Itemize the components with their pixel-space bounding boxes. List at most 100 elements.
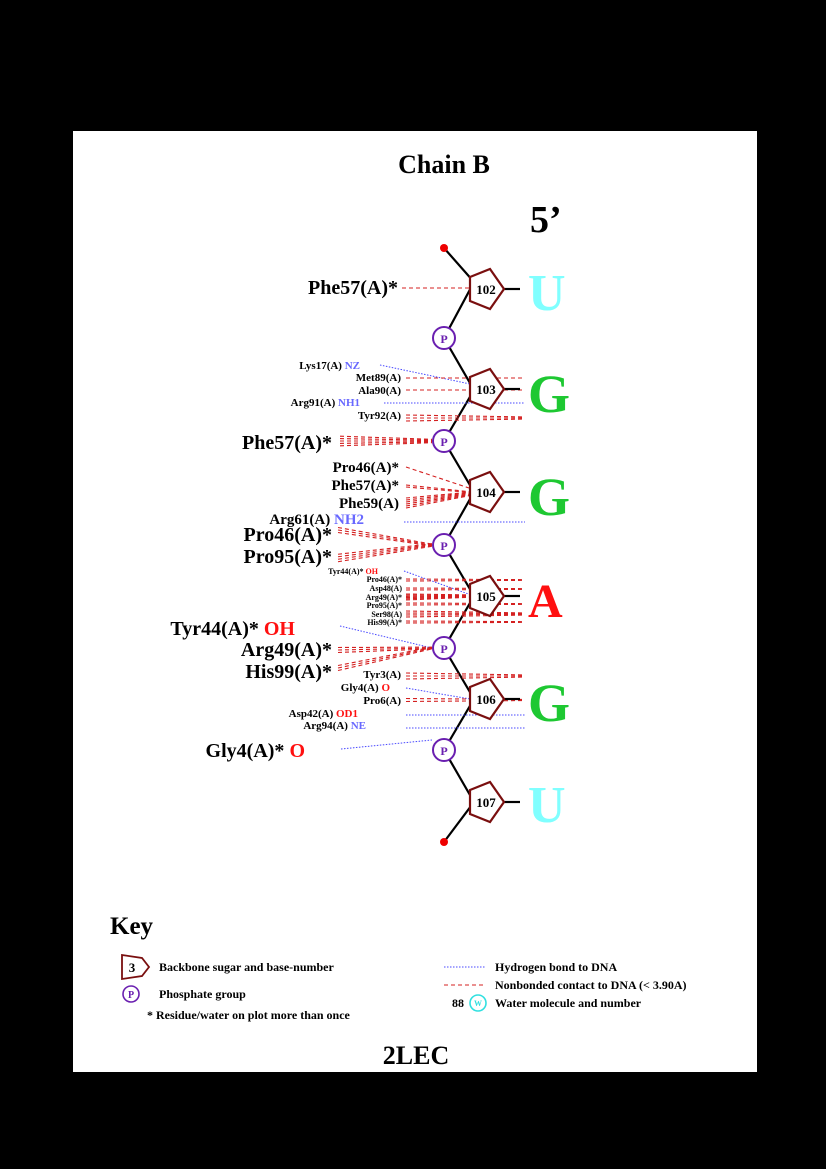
residue-name: Pro95(A)* xyxy=(244,546,333,568)
atom-name: NH2 xyxy=(330,512,364,528)
contact-line-nonbond xyxy=(337,526,433,547)
contact-line-hbond xyxy=(340,739,433,750)
residue-label: Phe57(A)* xyxy=(242,432,332,454)
five-prime-label: 5’ xyxy=(530,199,562,241)
atom-name: OH xyxy=(259,618,296,640)
sugar-pentagon xyxy=(468,780,506,824)
contact-line xyxy=(405,493,470,505)
contact-lines xyxy=(337,287,526,750)
residue-label: Gly4(A) O xyxy=(341,682,391,694)
three-prime-terminal-atom xyxy=(440,838,448,846)
contact-line xyxy=(337,526,433,545)
contact-line-nonbond xyxy=(405,578,526,582)
key-water-label: Water molecule and number xyxy=(495,996,642,1010)
residue-name: Ser98(A) xyxy=(371,610,402,619)
base-letter-G: G xyxy=(528,673,570,733)
residue-label: Pro95(A)* xyxy=(367,601,402,610)
contact-line xyxy=(339,435,433,440)
contact-line xyxy=(405,620,526,623)
contact-line xyxy=(405,492,470,501)
atom-name: NH1 xyxy=(335,397,360,409)
sugar-number: 103 xyxy=(476,382,496,397)
key: Key 3 Backbone sugar and base-number P P… xyxy=(110,913,687,1022)
sugar-103: 103 xyxy=(468,367,520,411)
residue-label: His99(A)* xyxy=(245,661,332,683)
sugar-pentagon xyxy=(468,470,506,514)
sugar-number: 102 xyxy=(476,282,496,297)
contact-line xyxy=(339,438,433,441)
residue-label: His99(A)* xyxy=(367,618,402,627)
phosphate-circle xyxy=(432,738,456,762)
contact-line-nonbond xyxy=(339,435,433,447)
contact-line xyxy=(405,613,526,616)
residue-label: Phe59(A) xyxy=(339,496,399,512)
contact-line xyxy=(337,531,433,547)
contact-line xyxy=(405,484,470,493)
contact-line xyxy=(340,739,433,750)
phosphate-4: P xyxy=(432,636,456,660)
atom-name: NZ xyxy=(342,360,360,372)
phosphate-circle xyxy=(432,326,456,350)
contact-line xyxy=(337,648,433,654)
phosphates: P P P P P xyxy=(432,326,456,762)
residue-label: Pro46(A)* xyxy=(244,524,333,546)
residue-name: Pro95(A)* xyxy=(367,601,402,610)
sugar-number: 105 xyxy=(476,589,496,604)
residue-label: Pro46(A)* xyxy=(333,460,399,476)
residue-label: Gly4(A)* O xyxy=(206,740,305,762)
contact-line xyxy=(405,491,470,499)
residue-label: Lys17(A) NZ xyxy=(299,360,360,372)
contact-line xyxy=(405,578,526,581)
residue-label: Pro46(A)* xyxy=(367,575,402,584)
residue-label: Arg61(A) NH2 xyxy=(269,512,364,528)
contact-line xyxy=(337,544,433,560)
residue-name: Tyr3(A) xyxy=(363,669,401,681)
contact-line-nonbond xyxy=(337,646,433,672)
phosphate-1: P xyxy=(432,326,456,350)
five-prime-terminal-atom xyxy=(440,244,448,252)
sugar-104: 104 xyxy=(468,470,520,514)
residue-name: Arg94(A) xyxy=(303,720,348,732)
sugar-pentagon xyxy=(468,367,506,411)
residue-name: His99(A)* xyxy=(245,661,332,683)
base-letter-U: U xyxy=(528,265,566,322)
atom-name: O xyxy=(284,740,305,762)
contact-line xyxy=(405,494,470,507)
contact-line xyxy=(379,364,471,385)
residue-name: Pro46(A)* xyxy=(367,575,402,584)
residue-label: Pro6(A) xyxy=(363,695,401,707)
residue-name: Asp42(A) xyxy=(289,708,334,720)
sugar-107: 107 xyxy=(468,780,520,824)
atom-name: OD1 xyxy=(333,708,358,720)
residue-name: Phe57(A)* xyxy=(308,277,398,299)
sugar-number: 106 xyxy=(476,692,496,707)
base-letter-G: G xyxy=(528,467,570,527)
residue-name: Tyr92(A) xyxy=(358,410,402,422)
residue-name: Phe57(A)* xyxy=(242,432,332,454)
contact-line xyxy=(405,588,526,591)
key-title: Key xyxy=(110,913,154,940)
base-letter-G: G xyxy=(528,364,570,424)
residue-name: His99(A)* xyxy=(367,618,402,627)
residue-name: Tyr44(A)* xyxy=(328,567,363,576)
residue-label: Phe57(A)* xyxy=(332,478,400,494)
contact-line xyxy=(405,486,470,493)
residue-name: Phe59(A) xyxy=(339,496,399,512)
residue-name: Arg91(A) xyxy=(291,397,336,409)
sugar-number: 107 xyxy=(476,795,496,810)
contact-line xyxy=(405,466,470,489)
residue-label: Arg49(A)* xyxy=(366,593,402,602)
residue-name: Arg61(A) xyxy=(269,512,330,528)
sugar-102: 102 xyxy=(468,267,520,311)
residue-name: Tyr44(A)* xyxy=(170,618,259,640)
contact-line-nonbond xyxy=(405,414,526,422)
pdb-id: 2LEC xyxy=(383,1041,449,1070)
residue-label: Met89(A) xyxy=(356,372,402,384)
contact-line xyxy=(405,418,526,422)
residue-label: Ala90(A) xyxy=(358,385,401,397)
contact-line-nonbond xyxy=(405,587,526,591)
contact-line xyxy=(405,493,470,503)
contact-line-hbond xyxy=(405,687,471,700)
